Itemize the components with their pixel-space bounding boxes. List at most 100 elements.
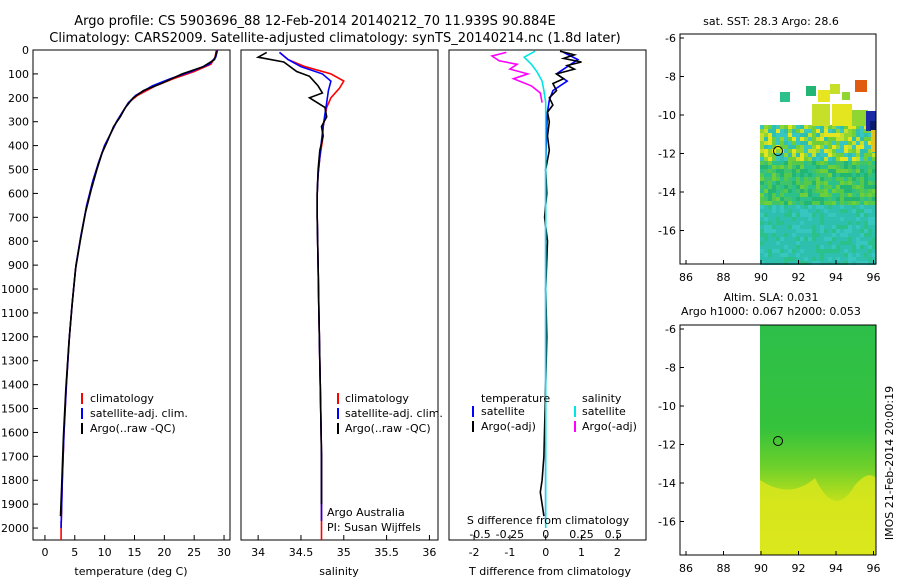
sst-cell [800,237,804,241]
sst-cell [780,92,790,102]
sst-cell [840,225,844,229]
sst-cell [760,193,764,197]
sst-cell [856,221,860,225]
sst-cell [836,205,840,209]
difference-legend: temperature satellite Argo(-adj) salinit… [472,392,637,433]
sst-cell [784,225,788,229]
sst-cell [864,249,868,253]
sst-cell [864,209,868,213]
sst-cell [856,209,860,213]
map-ticks: 86 88 90 92 94 96 -6 -8 -10 -12 -14 -16 86 88 90 92 94 96… [658,32,880,575]
sst-cell [868,201,872,205]
sst-cell [796,129,800,133]
depth-tick-label: 200 [8,92,29,105]
sst-cell [776,169,780,173]
sst-cell [804,141,808,145]
sst-cell [788,221,792,225]
sst-cell [816,245,820,249]
sst-map-title: sat. SST: 28.3 Argo: 28.6 [703,15,839,28]
sst-cell [796,217,800,221]
sst-cell [820,153,824,157]
sst-cell [780,217,784,221]
sst-cell [832,229,836,233]
sst-cell [816,237,820,241]
sst-cell [824,193,828,197]
sst-cell [848,129,852,133]
legend-label-satellite: satellite-adj. clim. [90,407,188,420]
sst-cell [768,201,772,205]
sst-cell [808,241,812,245]
sst-cell [812,169,816,173]
sst-cell [855,80,867,92]
sst-cell [856,233,860,237]
sst-cell [808,189,812,193]
sst-cell [776,185,780,189]
sst-cell [824,153,828,157]
sst-cell [872,205,876,209]
sst-cell [828,153,832,157]
sst-cell [860,173,864,177]
sst-cell [844,157,848,161]
sst-cell [760,177,764,181]
sst-cell [816,181,820,185]
legend-title-temperature: temperature [481,392,550,405]
sst-cell [772,153,776,157]
sst-cell [788,169,792,173]
sst-cell [860,237,864,241]
sst-cell [840,161,844,165]
sst-cell [796,221,800,225]
sst-cell [800,213,804,217]
sst-cell [860,137,864,141]
sst-cell [760,185,764,189]
sst-cell [812,257,816,261]
sst-cell [772,161,776,165]
sst-cell [864,141,868,145]
sst-cell [768,141,772,145]
sst-cell [836,173,840,177]
sst-cell [816,221,820,225]
sst-cell [836,249,840,253]
sst-cell [836,253,840,257]
sst-cell [824,185,828,189]
sst-cell [864,185,868,189]
map-x-tick-label: 96 [867,271,881,284]
sst-cell [824,245,828,249]
sst-cell [824,177,828,181]
sst-cell [856,249,860,253]
sst-cell [804,189,808,193]
sst-cell [796,141,800,145]
sst-cell [824,253,828,257]
sst-cell [868,165,872,169]
sst-cell [852,133,856,137]
map-x-tick-label: 96 [867,562,881,575]
sst-cell [796,205,800,209]
sst-cell [844,165,848,169]
sst-cell [860,217,864,221]
sst-cell [852,213,856,217]
sst-cell [788,165,792,169]
sst-cell [872,185,876,189]
sst-cell [812,177,816,181]
sst-cell [800,149,804,153]
sst-cell [780,157,784,161]
sst-cell [824,233,828,237]
sst-cell [812,141,816,145]
sst-cell [828,237,832,241]
sst-cell [760,221,764,225]
sst-cell [824,225,828,229]
sst-cell [800,257,804,261]
sst-cell [832,261,836,265]
sst-cell [796,229,800,233]
sst-cell [864,173,868,177]
sst-cell [808,185,812,189]
map-x-tick-label: 86 [679,271,693,284]
sst-cell [784,141,788,145]
sst-cell [764,189,768,193]
sst-cell [872,161,876,165]
sst-cell [842,92,850,100]
sst-cell [812,193,816,197]
sst-cell [820,149,824,153]
sst-cell [860,165,864,169]
sst-cell [872,189,876,193]
sst-cell [828,177,832,181]
